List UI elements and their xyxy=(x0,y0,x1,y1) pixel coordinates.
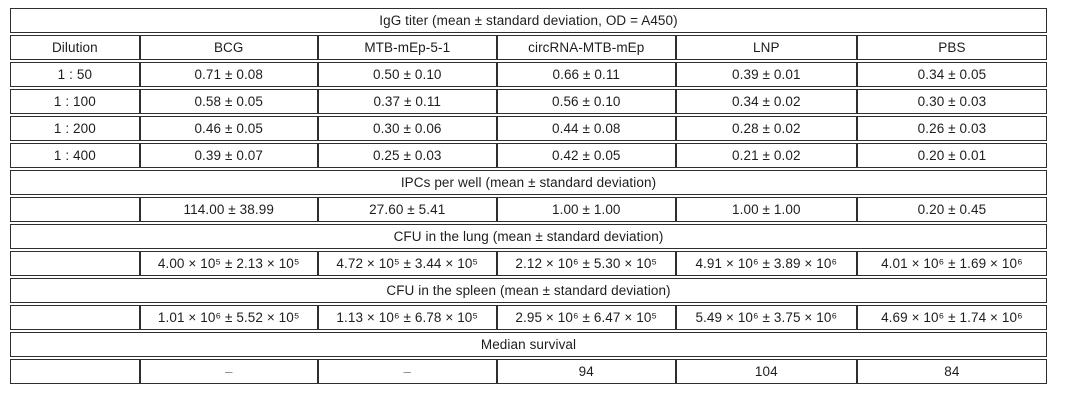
column-header-dilution: Dilution xyxy=(10,35,140,60)
ipc-section-title: IPCs per well (mean ± standard deviation… xyxy=(10,170,1047,195)
data-cell: 0.30 ± 0.03 xyxy=(856,89,1047,114)
data-cell: 4.72 × 10⁵ ± 3.44 × 10⁵ xyxy=(317,251,497,276)
data-cell: 104 xyxy=(675,359,857,384)
results-table-container: IgG titer (mean ± standard deviation, OD… xyxy=(10,6,1047,386)
data-cell: 27.60 ± 5.41 xyxy=(317,197,497,222)
dilution-cell: 1 : 400 xyxy=(10,143,140,168)
igg-row-1-100: 1 : 100 0.58 ± 0.05 0.37 ± 0.11 0.56 ± 0… xyxy=(10,89,1047,114)
cfu-spleen-data-row: 1.01 × 10⁶ ± 5.52 × 10⁵ 1.13 × 10⁶ ± 6.7… xyxy=(10,305,1047,330)
data-cell: 0.42 ± 0.05 xyxy=(496,143,676,168)
data-cell: 0.66 ± 0.11 xyxy=(496,62,676,87)
data-cell: 0.20 ± 0.01 xyxy=(856,143,1047,168)
data-cell: 2.12 × 10⁶ ± 5.30 × 10⁵ xyxy=(496,251,676,276)
cfu-spleen-section-title-row: CFU in the spleen (mean ± standard devia… xyxy=(10,278,1047,303)
dilution-cell: 1 : 50 xyxy=(10,62,140,87)
column-header-bcg: BCG xyxy=(139,35,318,60)
data-cell: 0.21 ± 0.02 xyxy=(675,143,857,168)
data-cell: 0.46 ± 0.05 xyxy=(139,116,318,141)
data-cell: 2.95 × 10⁶ ± 6.47 × 10⁵ xyxy=(496,305,676,330)
median-survival-section-title: Median survival xyxy=(10,332,1047,357)
data-cell: 0.44 ± 0.08 xyxy=(496,116,676,141)
median-survival-data-row: – – 94 104 84 xyxy=(10,359,1047,384)
igg-row-1-50: 1 : 50 0.71 ± 0.08 0.50 ± 0.10 0.66 ± 0.… xyxy=(10,62,1047,87)
data-cell-dash: – xyxy=(139,359,318,384)
column-header-lnp: LNP xyxy=(675,35,857,60)
cfu-spleen-section-title: CFU in the spleen (mean ± standard devia… xyxy=(10,278,1047,303)
data-cell: 0.26 ± 0.03 xyxy=(856,116,1047,141)
results-table: IgG titer (mean ± standard deviation, OD… xyxy=(10,6,1047,386)
data-cell: 0.20 ± 0.45 xyxy=(856,197,1047,222)
dilution-cell: 1 : 200 xyxy=(10,116,140,141)
data-cell: 0.71 ± 0.08 xyxy=(139,62,318,87)
data-cell-dash: – xyxy=(317,359,497,384)
data-cell: 84 xyxy=(856,359,1047,384)
data-cell: 0.34 ± 0.02 xyxy=(675,89,857,114)
empty-cell xyxy=(10,197,140,222)
data-cell: 114.00 ± 38.99 xyxy=(139,197,318,222)
data-cell: 94 xyxy=(496,359,676,384)
median-survival-section-title-row: Median survival xyxy=(10,332,1047,357)
data-cell: 0.28 ± 0.02 xyxy=(675,116,857,141)
ipc-section-title-row: IPCs per well (mean ± standard deviation… xyxy=(10,170,1047,195)
data-cell: 0.58 ± 0.05 xyxy=(139,89,318,114)
column-header-pbs: PBS xyxy=(856,35,1047,60)
cfu-lung-data-row: 4.00 × 10⁵ ± 2.13 × 10⁵ 4.72 × 10⁵ ± 3.4… xyxy=(10,251,1047,276)
data-cell: 5.49 × 10⁶ ± 3.75 × 10⁶ xyxy=(675,305,857,330)
data-cell: 0.39 ± 0.07 xyxy=(139,143,318,168)
cfu-lung-section-title: CFU in the lung (mean ± standard deviati… xyxy=(10,224,1047,249)
data-cell: 0.50 ± 0.10 xyxy=(317,62,497,87)
data-cell: 0.30 ± 0.06 xyxy=(317,116,497,141)
column-header-circrna-mtb-mep: circRNA-MTB-mEp xyxy=(496,35,676,60)
empty-cell xyxy=(10,251,140,276)
data-cell: 1.01 × 10⁶ ± 5.52 × 10⁵ xyxy=(139,305,318,330)
cfu-lung-section-title-row: CFU in the lung (mean ± standard deviati… xyxy=(10,224,1047,249)
data-cell: 4.69 × 10⁶ ± 1.74 × 10⁶ xyxy=(856,305,1047,330)
data-cell: 0.56 ± 0.10 xyxy=(496,89,676,114)
column-header-row: Dilution BCG MTB-mEp-5-1 circRNA-MTB-mEp… xyxy=(10,35,1047,60)
igg-section-title-row: IgG titer (mean ± standard deviation, OD… xyxy=(10,8,1047,33)
igg-section-title: IgG titer (mean ± standard deviation, OD… xyxy=(10,8,1047,33)
igg-row-1-200: 1 : 200 0.46 ± 0.05 0.30 ± 0.06 0.44 ± 0… xyxy=(10,116,1047,141)
empty-cell xyxy=(10,305,140,330)
dilution-cell: 1 : 100 xyxy=(10,89,140,114)
data-cell: 0.39 ± 0.01 xyxy=(675,62,857,87)
data-cell: 4.91 × 10⁶ ± 3.89 × 10⁶ xyxy=(675,251,857,276)
ipc-data-row: 114.00 ± 38.99 27.60 ± 5.41 1.00 ± 1.00 … xyxy=(10,197,1047,222)
data-cell: 0.34 ± 0.05 xyxy=(856,62,1047,87)
data-cell: 1.13 × 10⁶ ± 6.78 × 10⁵ xyxy=(317,305,497,330)
data-cell: 0.37 ± 0.11 xyxy=(317,89,497,114)
data-cell: 1.00 ± 1.00 xyxy=(675,197,857,222)
data-cell: 4.01 × 10⁶ ± 1.69 × 10⁶ xyxy=(856,251,1047,276)
data-cell: 1.00 ± 1.00 xyxy=(496,197,676,222)
data-cell: 0.25 ± 0.03 xyxy=(317,143,497,168)
data-cell: 4.00 × 10⁵ ± 2.13 × 10⁵ xyxy=(139,251,318,276)
empty-cell xyxy=(10,359,140,384)
igg-row-1-400: 1 : 400 0.39 ± 0.07 0.25 ± 0.03 0.42 ± 0… xyxy=(10,143,1047,168)
column-header-mtb-mep: MTB-mEp-5-1 xyxy=(317,35,497,60)
